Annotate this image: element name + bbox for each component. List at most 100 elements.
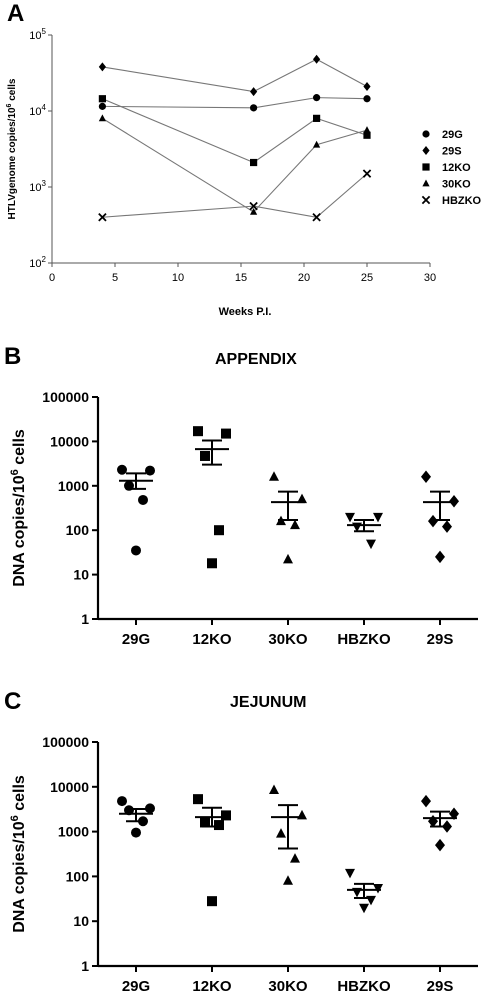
y-tick-label: 1: [81, 611, 89, 627]
point-30KO: [290, 519, 300, 530]
point-12KO: [200, 450, 210, 461]
point-29S: [363, 82, 371, 92]
series-line-12KO: [102, 98, 368, 164]
legend-label: HBZKO: [442, 195, 482, 207]
point-30KO: [290, 853, 300, 863]
point-HBZKO: [359, 903, 369, 914]
point-29G: [117, 464, 127, 475]
x-tick-label: 20: [298, 272, 310, 284]
point-30KO: [98, 114, 106, 122]
y-axis-label: DNA copies/106 cells: [9, 429, 28, 587]
point-12KO: [207, 896, 217, 907]
point-29S: [421, 470, 431, 483]
point-HBZKO: [366, 539, 376, 550]
legend-label: 30KO: [442, 179, 471, 191]
y-tick-label: 1000: [58, 478, 89, 494]
y-axis-label: DNA copies/106 cells: [9, 775, 28, 933]
x-tick-label: HBZKO: [337, 631, 391, 648]
point-29G: [138, 494, 148, 505]
legend-label: 29G: [442, 129, 463, 141]
point-30KO: [363, 126, 371, 134]
point-12KO: [193, 426, 203, 437]
point-29S: [98, 62, 106, 72]
point-30KO: [269, 471, 279, 481]
point-29S: [442, 520, 452, 533]
series-line-30KO: [102, 117, 368, 213]
point-29G: [98, 102, 106, 110]
point-30KO: [276, 828, 286, 838]
panel-label-b: B: [4, 343, 22, 370]
jejunum-title: JEJUNUM: [230, 694, 307, 711]
point-HBZKO: [345, 512, 355, 523]
series-line-HBZKO: [102, 173, 368, 218]
point-29S: [435, 550, 445, 564]
legend-marker-29S: [422, 146, 430, 155]
chart-b-appendix: 1 10 100 1000 10000 100000 DNA copies/106 cell…: [9, 389, 478, 648]
point-29S: [435, 838, 445, 852]
x-tick-label: 29G: [122, 631, 150, 648]
point-30KO: [250, 207, 258, 215]
point-12KO: [221, 428, 231, 439]
point-HBZKO: [362, 169, 372, 178]
x-tick-label: 30: [424, 272, 436, 284]
x-tick-label: 30KO: [268, 978, 308, 995]
point-12KO: [200, 817, 210, 828]
x-tick-label: HBZKO: [337, 978, 391, 995]
point-29S: [421, 794, 431, 808]
x-tick-label: 5: [112, 272, 118, 284]
y-tick-label: 10: [73, 567, 89, 583]
y-axis-label: HTLVgenome copies/106 cells: [6, 78, 18, 219]
x-tick-label: 30KO: [268, 631, 308, 648]
y-tick-label: 105: [29, 27, 46, 42]
x-tick-label: 25: [361, 272, 373, 284]
point-12KO: [221, 810, 231, 821]
point-30KO: [283, 553, 293, 564]
point-29S: [250, 87, 258, 97]
y-tick-label: 102: [29, 255, 46, 270]
point-29S: [428, 514, 438, 528]
legend-marker-12KO: [422, 163, 430, 171]
point-30KO: [269, 784, 279, 794]
point-HBZKO: [249, 201, 258, 211]
point-12KO: [193, 794, 203, 805]
x-axis-label: Weeks P.I.: [219, 306, 272, 318]
appendix-title: APPENDIX: [215, 351, 297, 368]
point-12KO: [207, 558, 217, 569]
legend-label: 12KO: [442, 162, 471, 174]
point-HBZKO: [98, 213, 107, 222]
series-line-29S: [102, 58, 368, 93]
point-29G: [117, 796, 127, 807]
point-HBZKO: [373, 884, 383, 894]
point-12KO: [250, 158, 258, 167]
point-12KO: [98, 95, 106, 103]
point-29G: [250, 104, 258, 112]
series-line-29G: [102, 97, 368, 109]
y-tick-label: 100000: [42, 389, 89, 405]
y-tick-label: 104: [29, 103, 46, 118]
legend-marker-29G: [422, 130, 430, 138]
point-29G: [363, 95, 371, 103]
legend-label: 29S: [442, 146, 462, 158]
point-29G: [131, 827, 141, 838]
point-HBZKO: [373, 512, 383, 523]
chart-a-growth: 0 5 10 15 20 25 30 102 103 104 105 HTLVgenome copie…: [6, 27, 482, 318]
x-tick-label: 12KO: [192, 631, 232, 648]
point-12KO: [214, 525, 224, 536]
point-29G: [131, 545, 141, 556]
x-tick-label: 10: [172, 272, 184, 284]
point-12KO: [363, 131, 371, 139]
legend-marker-30KO: [422, 179, 430, 187]
point-30KO: [283, 875, 293, 885]
panel-label-c: C: [4, 688, 22, 715]
y-tick-label: 1000: [58, 824, 89, 840]
point-12KO: [313, 114, 321, 122]
x-tick-label: 0: [49, 272, 55, 284]
panel-label-a: A: [7, 0, 25, 27]
point-29G: [124, 805, 134, 816]
point-30KO: [297, 493, 307, 504]
x-tick-label: 15: [235, 272, 247, 284]
y-tick-label: 100: [66, 522, 90, 538]
point-12KO: [214, 820, 224, 831]
x-tick-label: 29G: [122, 978, 150, 995]
y-tick-label: 10000: [50, 779, 89, 795]
